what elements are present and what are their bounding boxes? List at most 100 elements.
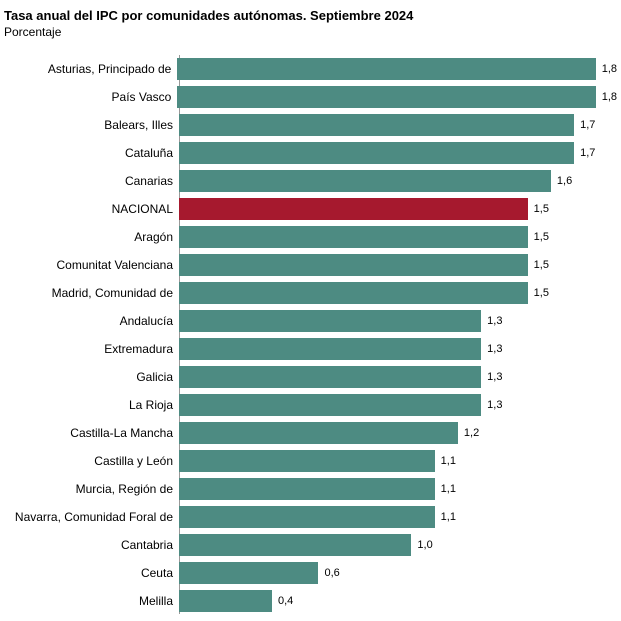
row-label: Cataluña [4, 146, 179, 160]
table-row: Extremadura 1,3 [4, 335, 617, 362]
bar [177, 86, 595, 108]
row-value: 1,0 [417, 539, 432, 551]
bar-area: 1,6 [179, 167, 617, 194]
row-value: 1,8 [602, 91, 617, 103]
row-value: 1,3 [487, 343, 502, 355]
row-label: Castilla-La Mancha [4, 426, 179, 440]
bar [179, 310, 481, 332]
bar [179, 114, 574, 136]
table-row: Cantabria 1,0 [4, 531, 617, 558]
table-row: Galicia 1,3 [4, 363, 617, 390]
bar [179, 534, 411, 556]
bar-area: 1,8 [177, 83, 617, 110]
table-row: Comunitat Valenciana 1,5 [4, 251, 617, 278]
bar-area: 1,0 [179, 531, 617, 558]
row-value: 1,3 [487, 399, 502, 411]
row-value: 0,6 [324, 567, 339, 579]
bar-area: 1,3 [179, 391, 617, 418]
bar-area: 1,5 [179, 279, 617, 306]
table-row: Balears, Illes 1,7 [4, 111, 617, 138]
row-value: 0,4 [278, 595, 293, 607]
row-value: 1,6 [557, 175, 572, 187]
bar [179, 142, 574, 164]
bar [179, 506, 435, 528]
row-value: 1,1 [441, 511, 456, 523]
table-row: NACIONAL 1,5 [4, 195, 617, 222]
chart-subtitle: Porcentaje [4, 25, 617, 39]
chart-title: Tasa anual del IPC por comunidades autón… [4, 8, 617, 23]
table-row: Canarias 1,6 [4, 167, 617, 194]
row-value: 1,1 [441, 483, 456, 495]
row-value: 1,5 [534, 231, 549, 243]
row-value: 1,5 [534, 203, 549, 215]
bar-highlight [179, 198, 528, 220]
bar-area: 1,2 [179, 419, 617, 446]
bar [179, 478, 435, 500]
table-row: Castilla y León1,1 [4, 447, 617, 474]
bar-area: 1,1 [179, 503, 617, 530]
table-row: Murcia, Región de 1,1 [4, 475, 617, 502]
row-value: 1,3 [487, 315, 502, 327]
bar [179, 170, 551, 192]
row-value: 1,1 [441, 455, 456, 467]
bar [179, 394, 481, 416]
bar-area: 1,1 [179, 447, 617, 474]
row-label: Balears, Illes [4, 118, 179, 132]
bar [179, 254, 528, 276]
row-value: 1,5 [534, 287, 549, 299]
bar-area: 1,7 [179, 111, 617, 138]
bar-area: 1,5 [179, 223, 617, 250]
row-value: 1,8 [602, 63, 617, 75]
bar [179, 338, 481, 360]
bar-area: 1,8 [177, 55, 617, 82]
row-value: 1,2 [464, 427, 479, 439]
row-value: 1,7 [580, 119, 595, 131]
bar [179, 282, 528, 304]
table-row: Aragón 1,5 [4, 223, 617, 250]
row-label: Andalucía [4, 314, 179, 328]
row-label: Canarias [4, 174, 179, 188]
bar-area: 1,5 [179, 251, 617, 278]
row-label: Galicia [4, 370, 179, 384]
row-value: 1,7 [580, 147, 595, 159]
row-label: Comunitat Valenciana [4, 258, 179, 272]
table-row: País Vasco 1,8 [4, 83, 617, 110]
bar-area: 1,3 [179, 363, 617, 390]
row-label: Melilla [4, 594, 179, 608]
bar-area: 1,5 [179, 195, 617, 222]
row-label: Madrid, Comunidad de [4, 286, 179, 300]
table-row: Melilla 0,4 [4, 587, 617, 614]
row-label: La Rioja [4, 398, 179, 412]
row-label: Extremadura [4, 342, 179, 356]
table-row: Castilla-La Mancha 1,2 [4, 419, 617, 446]
bar [179, 562, 318, 584]
row-label: País Vasco [4, 90, 177, 104]
row-label: Cantabria [4, 538, 179, 552]
table-row: Madrid, Comunidad de 1,5 [4, 279, 617, 306]
table-row: La Rioja 1,3 [4, 391, 617, 418]
row-label: Aragón [4, 230, 179, 244]
row-label: Navarra, Comunidad Foral de [4, 510, 179, 524]
bar-area: 1,1 [179, 475, 617, 502]
row-value: 1,3 [487, 371, 502, 383]
row-label: NACIONAL [4, 202, 179, 216]
row-label: Murcia, Región de [4, 482, 179, 496]
row-label: Asturias, Principado de [4, 62, 177, 76]
bar [179, 422, 458, 444]
bar-area: 1,3 [179, 335, 617, 362]
row-label: Ceuta [4, 566, 179, 580]
bar-area: 1,7 [179, 139, 617, 166]
bar [179, 450, 435, 472]
table-row: Andalucía 1,3 [4, 307, 617, 334]
bar [177, 58, 595, 80]
row-value: 1,5 [534, 259, 549, 271]
bar [179, 590, 272, 612]
table-row: Asturias, Principado de 1,8 [4, 55, 617, 82]
bar-chart: Asturias, Principado de 1,8 País Vasco 1,8 B… [4, 55, 617, 614]
bar [179, 226, 528, 248]
table-row: Ceuta 0,6 [4, 559, 617, 586]
table-row: Cataluña 1,7 [4, 139, 617, 166]
bar [179, 366, 481, 388]
bar-area: 0,4 [179, 587, 617, 614]
bar-area: 1,3 [179, 307, 617, 334]
